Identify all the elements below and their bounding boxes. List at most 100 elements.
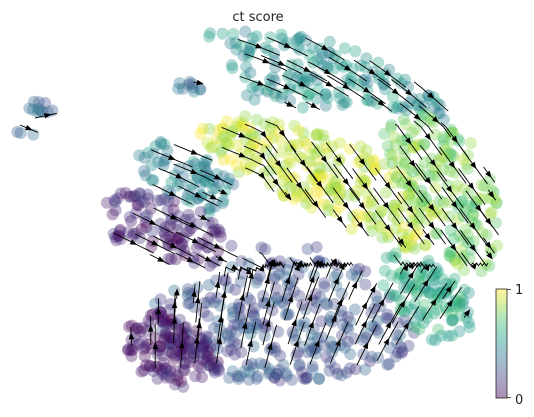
scatter-point [299, 373, 312, 385]
scatter-point [228, 348, 241, 361]
scatter-point [122, 344, 134, 357]
scatter-point [436, 273, 449, 286]
streamline-arrow [287, 294, 293, 303]
scatter-point [284, 143, 297, 156]
scatter-point [388, 131, 401, 144]
scatter-point [320, 141, 333, 154]
scatter-point [301, 88, 314, 101]
scatter-point [189, 370, 202, 383]
scatter-point [418, 298, 431, 311]
scatter-point [410, 285, 423, 298]
streamline-arrow [260, 130, 267, 139]
streamline-arrow [424, 177, 432, 185]
scatter-point [145, 309, 157, 322]
scatter-point [361, 93, 373, 106]
streamline-arrow [402, 263, 409, 272]
scatter-point [174, 177, 187, 190]
scatter-point [141, 146, 154, 159]
scatter-point [183, 356, 196, 368]
scatter-point [357, 334, 370, 346]
scatter-point [335, 287, 348, 300]
scatter-point [407, 278, 420, 291]
streamline-arrow [169, 242, 178, 249]
scatter-point [377, 78, 390, 91]
streamline-arrow [316, 180, 323, 188]
scatter-point [172, 82, 185, 95]
scatter-point [305, 328, 318, 341]
scatter-point [234, 313, 247, 326]
scatter-point [165, 176, 178, 189]
scatter-point [209, 223, 222, 236]
scatter-point [246, 32, 259, 45]
scatter-point [451, 132, 464, 145]
streamline-arrow [449, 243, 457, 252]
scatter-point [171, 374, 184, 387]
streamline-arrow [255, 43, 263, 49]
scatter-point [231, 338, 244, 351]
scatter-point [359, 363, 372, 376]
scatter-point [387, 289, 400, 302]
scatter-point [312, 168, 325, 181]
scatter-point [179, 357, 192, 370]
scatter-point [301, 371, 313, 384]
scatter-point [368, 320, 381, 333]
scatter-point [444, 250, 457, 263]
streamline-arrow [445, 285, 452, 293]
scatter-point [326, 346, 339, 359]
scatter-point [349, 263, 362, 276]
scatter-point [403, 189, 416, 202]
scatter-point [223, 335, 236, 348]
scatter-points [11, 25, 504, 393]
scatter-point [114, 187, 127, 200]
scatter-point [443, 249, 456, 262]
scatter-point [154, 293, 167, 306]
scatter-point [299, 34, 312, 47]
scatter-point [216, 27, 229, 40]
scatter-point [165, 253, 178, 266]
scatter-point [395, 341, 408, 354]
scatter-point [429, 227, 442, 239]
scatter-point [138, 350, 151, 363]
scatter-point [306, 42, 319, 55]
scatter-point [165, 341, 178, 354]
scatter-point [299, 303, 312, 316]
scatter-point [149, 140, 162, 153]
scatter-point [232, 373, 245, 385]
streamline-arrow [303, 66, 311, 73]
streamline-arrow [428, 221, 435, 230]
scatter-point [187, 155, 200, 168]
scatter-point [426, 270, 439, 283]
scatter-point [226, 125, 239, 138]
scatter-point [370, 290, 382, 302]
scatter-point [344, 348, 357, 360]
scatter-point [240, 60, 253, 73]
scatter-point [258, 358, 271, 371]
streamline-arrow [294, 263, 300, 272]
streamline-arrow [155, 307, 162, 315]
scatter-point [351, 270, 363, 283]
scatter-point [157, 155, 170, 168]
scatter-point [144, 360, 157, 373]
streamline-arrow [405, 89, 413, 96]
scatter-point [324, 184, 337, 197]
streamline-arrow [284, 276, 291, 285]
streamline-arrow [129, 239, 138, 245]
scatter-point [284, 171, 297, 184]
scatter-point [230, 326, 243, 339]
scatter-point [236, 120, 249, 133]
streamline-arrow [169, 214, 178, 220]
scatter-point [281, 369, 293, 382]
scatter-point [374, 221, 387, 234]
scatter-point [295, 30, 308, 43]
scatter-point [352, 156, 365, 169]
scatter-point [428, 307, 441, 320]
scatter-point [414, 267, 427, 280]
scatter-point [173, 162, 186, 175]
scatter-point [276, 87, 289, 100]
scatter-point [215, 134, 228, 147]
streamline-arrow [238, 152, 247, 158]
scatter-point [230, 120, 243, 133]
scatter-point [203, 30, 216, 43]
scatter-point [235, 346, 248, 359]
scatter-point [138, 196, 151, 209]
